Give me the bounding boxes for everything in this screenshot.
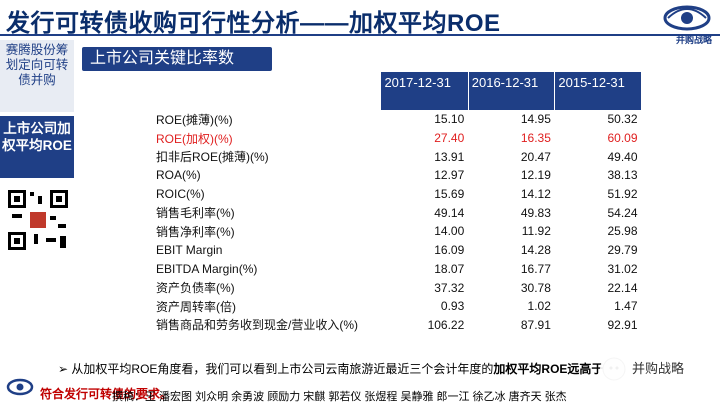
row-value: 12.19 [520, 168, 551, 183]
row-value: 0.93 [440, 299, 465, 314]
table-row: 扣非后ROE(摊薄)(%) 13.91 20.47 49.40 [128, 147, 642, 166]
note-text: 从加权平均ROE角度看，我们可以看到上市公司云南旅游近最近三个会计年度的 [71, 362, 494, 376]
row-value: 29.79 [607, 243, 638, 258]
row-value: 27.40 [434, 131, 465, 146]
sidebar-item-topic[interactable]: 赛腾股份筹划定向可转债并购 [0, 40, 74, 112]
table-row: 资产负债率(%) 37.32 30.78 22.14 [128, 278, 642, 297]
row-value: 18.07 [434, 261, 465, 276]
table-row: ROIC(%) 15.69 14.12 51.92 [128, 185, 642, 204]
row-value: 16.35 [520, 131, 551, 146]
table-row: ROE(摊薄)(%) 15.10 14.95 50.32 [128, 110, 642, 129]
row-label: 销售毛利率(%) [156, 206, 235, 221]
page-title: 发行可转债收购可行性分析——加权平均ROE [6, 10, 501, 37]
row-value: 49.40 [607, 149, 638, 164]
row-label: 销售商品和劳务收到现金/营业收入(%) [156, 318, 358, 333]
row-value: 12.97 [434, 168, 465, 183]
row-value: 50.32 [607, 112, 638, 127]
row-value: 37.32 [434, 280, 465, 295]
table-row: 销售净利率(%) 14.00 11.92 25.98 [128, 222, 642, 241]
row-label: ROE(摊薄)(%) [156, 112, 233, 127]
row-value: 20.47 [520, 149, 551, 164]
row-value: 15.69 [434, 187, 465, 202]
row-value: 49.14 [434, 205, 465, 220]
sidebar-item-roe[interactable]: 上市公司加权平均ROE [0, 116, 74, 178]
row-value: 51.92 [607, 187, 638, 202]
row-value: 31.02 [607, 261, 638, 276]
row-value: 87.91 [520, 317, 551, 332]
section-header: 上市公司关键比率数 [82, 47, 272, 71]
row-value: 15.10 [434, 112, 465, 127]
row-value: 13.91 [434, 149, 465, 164]
note-line-2: 符合发行可转债的要求。 [40, 387, 173, 401]
row-value: 22.14 [607, 280, 638, 295]
table-header-2017: 2017-12-31 [381, 72, 469, 110]
table-row: 资产周转率(倍) 0.93 1.02 1.47 [128, 297, 642, 316]
row-value: 30.78 [520, 280, 551, 295]
sidebar: 赛腾股份筹划定向可转债并购 上市公司加权平均ROE [0, 38, 76, 405]
row-label: 资产周转率(倍) [156, 299, 236, 314]
table-header-2016: 2016-12-31 [468, 72, 556, 110]
table-row: EBITDA Margin(%) 18.07 16.77 31.02 [128, 260, 642, 279]
row-label: EBITDA Margin(%) [156, 261, 258, 276]
row-label: ROE(加权)(%) [156, 131, 233, 146]
row-value: 14.12 [520, 187, 551, 202]
bullet-icon: ➢ [58, 362, 69, 376]
note-bold: 加权平均ROE远高于6%， [493, 362, 633, 376]
table-row: 销售毛利率(%) 49.14 49.83 54.24 [128, 203, 642, 222]
row-value: 25.98 [607, 224, 638, 239]
row-label: ROIC(%) [156, 187, 205, 202]
ratio-table: 2017-12-31 2016-12-31 2015-12-31 ROE(摊薄)… [128, 72, 642, 334]
row-value: 54.24 [607, 205, 638, 220]
row-value: 106.22 [427, 317, 465, 332]
row-value: 49.83 [520, 205, 551, 220]
row-value: 14.00 [434, 224, 465, 239]
row-value: 14.28 [520, 243, 551, 258]
note-line: ➢ 从加权平均ROE角度看，我们可以看到上市公司云南旅游近最近三个会计年度的加权… [58, 360, 633, 377]
watermark: 并购战略 [600, 353, 718, 385]
table-header-blank [128, 72, 382, 110]
row-value: 11.92 [521, 224, 551, 239]
table-header-2015: 2015-12-31 [554, 72, 642, 110]
row-value: 16.77 [520, 261, 551, 276]
qr-code-icon [6, 188, 70, 252]
row-value: 14.95 [520, 112, 551, 127]
table-row: ROE(加权)(%) 27.40 16.35 60.09 [128, 129, 642, 148]
authors-line: 撰稿：王 潘宏图 刘众明 余勇波 顾励力 宋麒 郭若仪 张煜程 吴静雅 郎一江 … [112, 391, 567, 403]
table-row: 销售商品和劳务收到现金/营业收入(%) 106.22 87.91 92.91 [128, 316, 642, 335]
row-value: 38.13 [607, 168, 638, 183]
row-value: 92.91 [607, 317, 638, 332]
table-row: EBIT Margin 16.09 14.28 29.79 [128, 241, 642, 260]
row-label: ROA(%) [156, 168, 201, 183]
eye-logo-icon [663, 5, 711, 31]
footer-logo-icon [6, 378, 34, 396]
row-value: 1.47 [614, 299, 638, 314]
title-divider [0, 34, 720, 36]
row-value: 1.02 [527, 299, 551, 314]
row-value: 16.09 [434, 243, 465, 258]
table-row: ROA(%) 12.97 12.19 38.13 [128, 166, 642, 185]
logo-text: 并购战略 [675, 35, 712, 45]
row-label: EBIT Margin [156, 243, 223, 258]
row-label: 资产负债率(%) [156, 281, 235, 296]
row-label: 扣非后ROE(摊薄)(%) [156, 150, 269, 165]
row-label: 销售净利率(%) [156, 224, 235, 239]
row-value: 60.09 [607, 131, 638, 146]
